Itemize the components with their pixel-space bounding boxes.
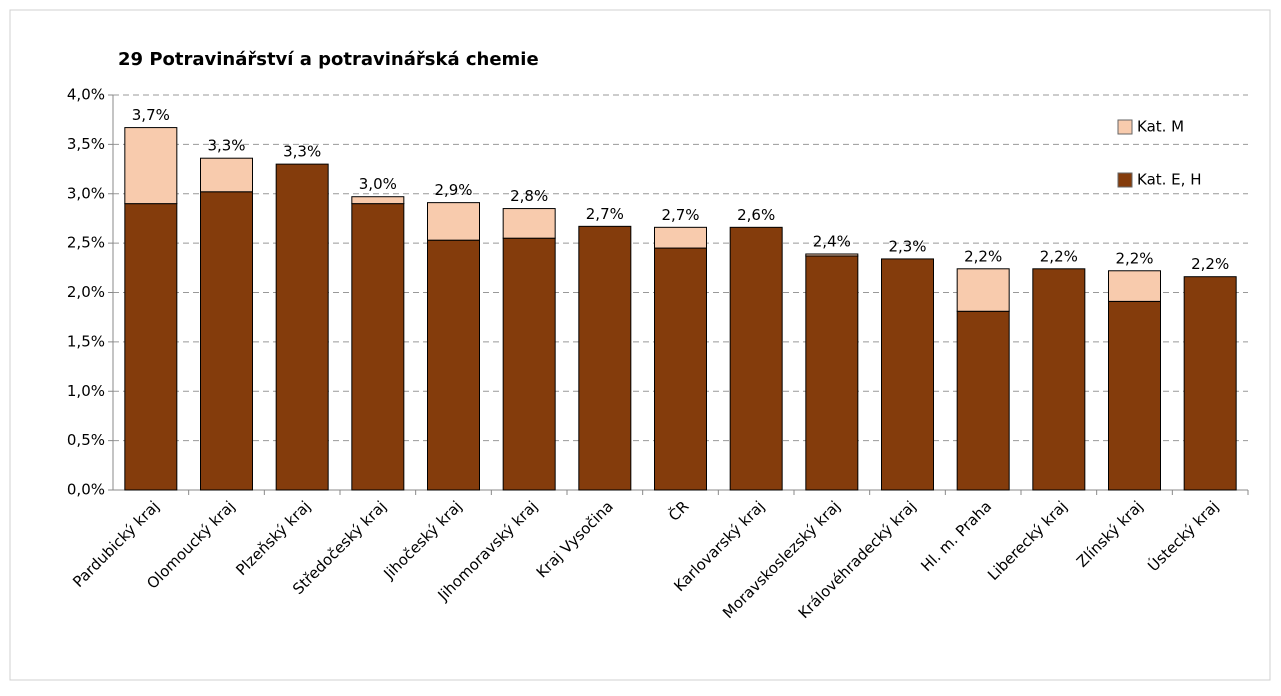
bar-segment	[578, 225, 632, 491]
bar-segment	[881, 258, 934, 491]
legend-label: Kat. M	[1137, 118, 1184, 136]
y-tick-label: 2,0%	[67, 283, 105, 301]
bar-segment	[654, 247, 707, 491]
bar-segment	[956, 310, 1010, 491]
total-label: 2,3%	[888, 237, 926, 255]
legend-swatch	[1117, 172, 1133, 188]
legend-label: Kat. E, H	[1137, 171, 1201, 189]
y-tick-label: 2,5%	[67, 234, 105, 252]
y-tick-label: 3,5%	[67, 135, 105, 153]
bar-segment	[654, 226, 707, 249]
y-tick-label: 1,0%	[67, 382, 105, 400]
total-label: 2,7%	[661, 206, 699, 224]
bar-segment	[805, 253, 859, 257]
bar-segment	[200, 191, 253, 491]
y-tick-label: 1,5%	[67, 332, 105, 350]
total-label: 2,2%	[964, 247, 1002, 265]
total-label: 3,3%	[283, 143, 321, 161]
bar-segment	[124, 127, 178, 205]
bar-segment	[956, 268, 1010, 312]
bar-segment	[1108, 300, 1161, 491]
bar-segment	[1108, 270, 1161, 302]
y-tick-label: 0,0%	[67, 481, 105, 499]
bar-segment	[124, 203, 178, 491]
legend-swatch	[1117, 119, 1133, 135]
total-label: 2,2%	[1191, 255, 1229, 273]
bar-segment	[351, 196, 405, 205]
chart-title: 29 Potravinářství a potravinářská chemie	[118, 49, 539, 70]
bar-segment	[351, 203, 405, 491]
bar-segment	[1032, 268, 1086, 491]
total-label: 2,4%	[813, 232, 851, 250]
y-tick-label: 4,0%	[67, 86, 105, 104]
total-label: 3,3%	[207, 137, 245, 155]
total-label: 2,2%	[1115, 249, 1153, 267]
total-label: 2,2%	[1040, 247, 1078, 265]
total-label: 3,7%	[132, 106, 170, 124]
total-label: 2,6%	[737, 206, 775, 224]
bar-segment	[502, 237, 556, 491]
total-label: 2,8%	[510, 187, 548, 205]
bar-segment	[427, 202, 480, 241]
total-label: 2,9%	[434, 181, 472, 199]
bar-segment	[427, 239, 480, 491]
total-label: 3,0%	[359, 175, 397, 193]
bar-segment	[275, 163, 329, 491]
bar-segment	[805, 255, 859, 491]
y-tick-label: 0,5%	[67, 431, 105, 449]
bar-segment	[200, 157, 253, 193]
y-tick-label: 3,0%	[67, 184, 105, 202]
total-label: 2,7%	[586, 205, 624, 223]
bar-segment	[729, 226, 783, 491]
bar-segment	[502, 208, 556, 239]
bar-segment	[1183, 276, 1237, 491]
